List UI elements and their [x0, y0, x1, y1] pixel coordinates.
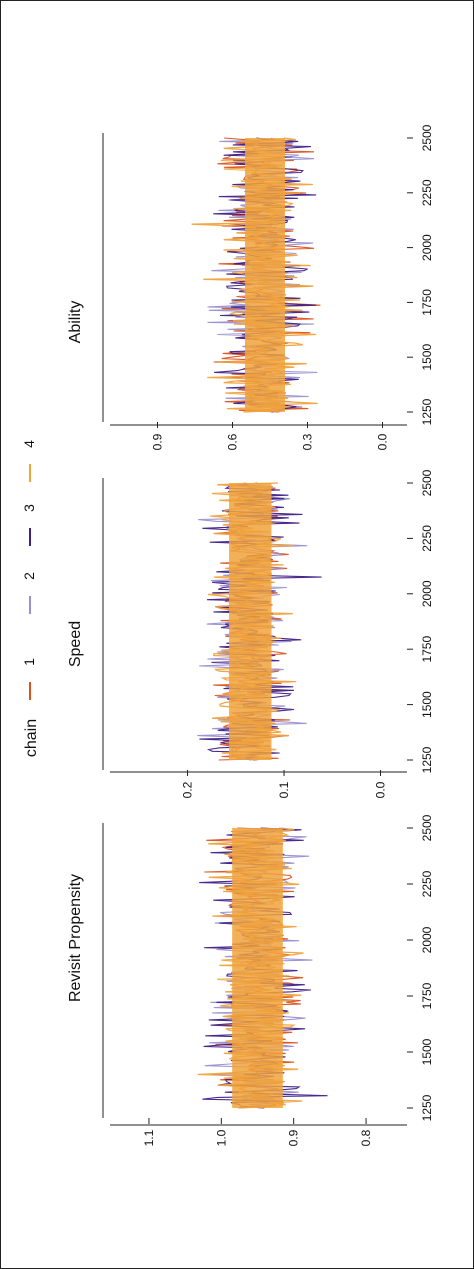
trace-density-band [245, 138, 285, 412]
iteration-tick-label: 1500 [420, 344, 434, 371]
panel-1: 0.0 0.1 0.2 1250 1500 1750 2000 2250 2500 Speed [67, 469, 434, 798]
iteration-tick-label: 1500 [420, 691, 434, 718]
iteration-tick-label: 2500 [420, 124, 434, 151]
legend-label-4: 4 [21, 440, 37, 448]
value-tick-label: 0.9 [151, 433, 165, 450]
value-tick-label: 0.0 [376, 433, 390, 450]
panel-title: Ability [67, 301, 84, 344]
iteration-tick-label: 1500 [420, 1038, 434, 1065]
legend-label-1: 1 [21, 658, 37, 666]
iteration-tick-label: 1750 [420, 636, 434, 663]
legend-label-2: 2 [21, 572, 37, 580]
panel-2: 0.0 0.3 0.6 0.9 1250 1500 1750 2000 2250 2500 Abil… [67, 124, 434, 450]
value-tick-label: 1.1 [142, 1129, 156, 1146]
value-tick-label: 0.0 [374, 781, 388, 798]
legend: chain 1 2 3 4 [21, 440, 40, 757]
value-tick-label: 0.3 [301, 433, 315, 450]
iteration-tick-label: 1750 [420, 982, 434, 1009]
legend-label-3: 3 [21, 504, 37, 512]
iteration-tick-label: 2000 [420, 234, 434, 261]
iteration-tick-label: 2000 [420, 580, 434, 607]
trace-density-band [229, 483, 272, 760]
iteration-tick-label: 1250 [420, 1094, 434, 1121]
iteration-tick-label: 2500 [420, 814, 434, 841]
iteration-tick-label: 2250 [420, 870, 434, 897]
value-tick-label: 0.9 [287, 1129, 301, 1146]
iteration-tick-label: 2000 [420, 926, 434, 953]
value-tick-label: 0.8 [359, 1129, 373, 1146]
iteration-tick-label: 1250 [420, 746, 434, 773]
iteration-tick-label: 1750 [420, 289, 434, 316]
iteration-tick-label: 1250 [420, 398, 434, 425]
iteration-tick-label: 2500 [420, 469, 434, 496]
panel-title: Revisit Propensity [67, 874, 84, 1002]
value-tick-label: 1.0 [214, 1129, 228, 1146]
value-tick-label: 0.1 [277, 781, 291, 798]
panel-title: Speed [67, 621, 84, 667]
value-tick-label: 0.2 [181, 781, 195, 798]
value-tick-label: 0.6 [226, 433, 240, 450]
trace-density-band [232, 828, 283, 1108]
iteration-tick-label: 2250 [420, 179, 434, 206]
iteration-tick-label: 2250 [420, 525, 434, 552]
panel-0: 0.8 0.9 1.0 1.1 1250 1500 1750 2000 2250 2500 Revi… [67, 814, 434, 1146]
legend-title: chain [23, 719, 40, 757]
